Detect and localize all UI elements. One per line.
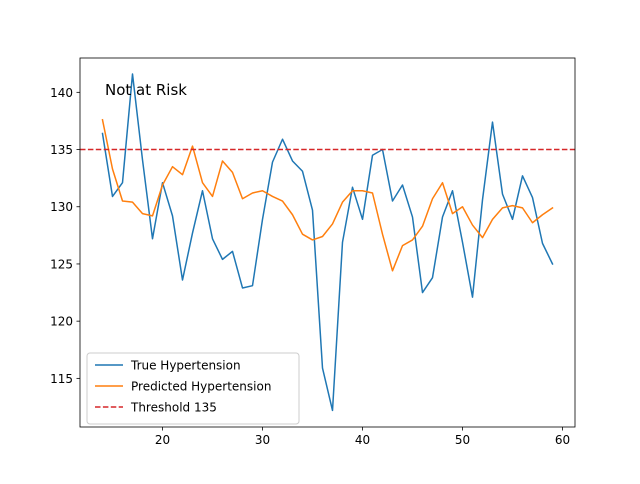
x-tick-label-30: 30 <box>255 433 270 447</box>
y-tick-label-120: 120 <box>50 315 73 329</box>
annotation-text: Not at Risk <box>105 81 187 99</box>
series-layer <box>80 73 575 412</box>
y-tick-label-115: 115 <box>50 372 73 386</box>
x-tick-label-40: 40 <box>355 433 370 447</box>
series-line-0 <box>101 73 554 412</box>
x-tick-label-60: 60 <box>555 433 570 447</box>
y-tick-label-135: 135 <box>50 143 73 157</box>
plot-area: 20 30 40 50 60 115 120 125 130 135 140 <box>50 57 576 447</box>
axes-frame <box>79 57 576 428</box>
x-tick-label-20: 20 <box>155 433 170 447</box>
y-tick-label-125: 125 <box>50 257 73 271</box>
legend-label-0: True Hypertension <box>130 359 241 373</box>
legend-box <box>86 352 300 425</box>
legend: True Hypertension Predicted Hypertension T… <box>86 352 300 425</box>
legend-label-2: Threshold 135 <box>130 401 217 415</box>
series-line-1 <box>101 118 554 272</box>
y-tick-label-140: 140 <box>50 86 73 100</box>
y-tick-label-130: 130 <box>50 200 73 214</box>
legend-label-1: Predicted Hypertension <box>131 380 271 394</box>
x-tick-label-50: 50 <box>455 433 470 447</box>
